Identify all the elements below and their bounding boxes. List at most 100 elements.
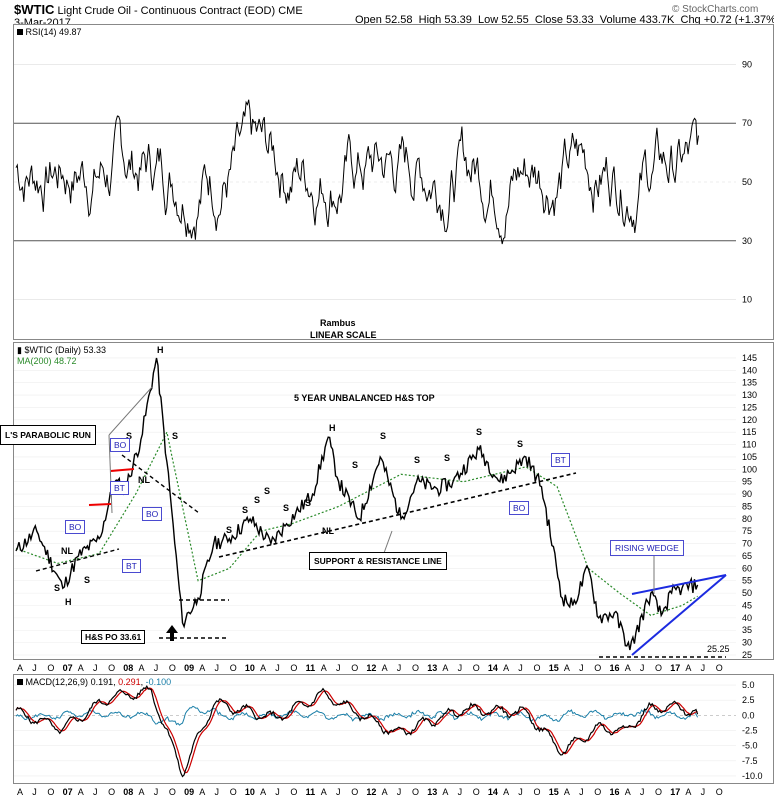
x-tick-label: J	[336, 663, 341, 673]
bo-box-1: BO	[65, 520, 86, 534]
x-tick-label: O	[412, 787, 419, 797]
price-tick-label: 50	[742, 588, 752, 598]
x-axis-upper: A J O 07 A J O 08 A J O 09 A J O 10 A J O 11 A J O 12 A J O 13 A J O 14…	[13, 661, 774, 674]
label-s-1: S	[54, 583, 60, 593]
x-tick-label: A	[382, 787, 388, 797]
macd-legend-marker-icon	[17, 679, 23, 685]
x-tick-label: J	[336, 787, 341, 797]
x-tick-label: O	[47, 663, 54, 673]
macd-tick-label: -2.5	[742, 726, 758, 736]
up-arrow-icon	[166, 625, 178, 641]
x-tick-label: J	[518, 663, 523, 673]
price-legend-text: $WTIC (Daily) 53.33	[24, 345, 106, 355]
x-tick-label: O	[351, 663, 358, 673]
low-value: 52.55	[501, 14, 529, 26]
x-tick-label: O	[47, 787, 54, 797]
x-tick-label: O	[534, 663, 541, 673]
bt-box-1: BT	[122, 559, 141, 573]
parabolic-pointer	[108, 386, 153, 436]
x-tick-label: A	[260, 663, 266, 673]
price-tick-label: 120	[742, 415, 757, 425]
label-s-5: S	[226, 525, 232, 535]
price-tick-label: 75	[742, 526, 752, 536]
label-nl-2: NL	[138, 475, 150, 485]
price-tick-label: 30	[742, 638, 752, 648]
x-tick-label: 13	[427, 787, 437, 797]
x-tick-label: 09	[184, 663, 194, 673]
x-tick-label: 14	[488, 787, 498, 797]
price-tick-label: 40	[742, 613, 752, 623]
price-tick-label: 70	[742, 539, 752, 549]
high-label: High	[418, 14, 442, 26]
x-tick-label: O	[169, 787, 176, 797]
price-tick-label: 80	[742, 514, 752, 524]
x-tick-label: J	[518, 787, 523, 797]
author-label: Rambus	[320, 318, 356, 328]
x-tick-label: J	[93, 787, 98, 797]
parabolic-pointer-2	[108, 434, 113, 514]
label-nl-3: NL	[322, 526, 334, 536]
support-resistance-line	[218, 472, 577, 558]
price-svg: 145 140 135 130 125 120 115 110 105 100 95 90 85 80 75…	[14, 345, 757, 659]
x-tick-label: 14	[488, 663, 498, 673]
label-s-15: S	[476, 427, 482, 437]
price-tick-label: 135	[742, 378, 757, 388]
x-tick-label: J	[701, 663, 706, 673]
x-tick-label: A	[199, 663, 205, 673]
macd-tick-label: 2.5	[742, 695, 755, 705]
x-tick-label: J	[93, 663, 98, 673]
ohlc-readout: Open 52.58 High 53.39 Low 52.55 Close 53…	[355, 14, 774, 27]
bo-box-2: BO	[110, 438, 131, 452]
price-tick-label: 85	[742, 501, 752, 511]
label-s-8: S	[264, 486, 270, 496]
price-tick-label: 140	[742, 365, 757, 375]
macd-tick-label: 0.0	[742, 710, 755, 720]
x-tick-label: A	[685, 663, 691, 673]
x-tick-label: A	[321, 663, 327, 673]
support-pointer	[383, 530, 393, 554]
x-tick-label: A	[260, 787, 266, 797]
x-tick-label: A	[17, 663, 23, 673]
macd-legend-name: MACD(12,26,9)	[25, 677, 89, 687]
x-tick-label: O	[230, 787, 237, 797]
macd-panel: 5.0 2.5 0.0 -2.5 -5.0 -7.5 -10.0 MACD(12,26,9)…	[13, 674, 774, 784]
price-line	[15, 357, 699, 651]
macd-histogram	[15, 705, 699, 726]
label-h-2011: H	[329, 423, 336, 433]
price-tick-label: 45	[742, 600, 752, 610]
x-tick-label: A	[139, 787, 145, 797]
x-tick-label: A	[685, 787, 691, 797]
x-tick-label: 12	[366, 787, 376, 797]
wedge-lower	[631, 574, 727, 656]
label-s-10: S	[305, 498, 311, 508]
x-tick-label: J	[154, 787, 159, 797]
macd-tick-label: -10.0	[742, 771, 763, 781]
price-tick-label: 65	[742, 551, 752, 561]
label-s-3: S	[126, 431, 132, 441]
price-tick-label: 90	[742, 489, 752, 499]
rsi-legend-marker-icon	[17, 29, 23, 35]
wedge-upper	[631, 574, 727, 595]
x-tick-label: A	[321, 787, 327, 797]
rsi-line	[15, 99, 699, 245]
x-tick-label: O	[594, 787, 601, 797]
rsi-legend-text: RSI(14) 49.87	[25, 27, 82, 37]
x-tick-label: O	[351, 787, 358, 797]
macd-line	[15, 685, 699, 778]
macd-value: 0.191	[90, 677, 114, 687]
x-tick-label: 07	[63, 787, 73, 797]
x-tick-label: O	[230, 663, 237, 673]
x-tick-label: 10	[245, 663, 255, 673]
x-tick-label: 11	[306, 663, 316, 673]
price-legend: ▮ $WTIC (Daily) 53.33	[17, 345, 106, 356]
chg-value: +0.72 (+1.37%)	[703, 14, 774, 26]
header-title: $WTIC Light Crude Oil - Continuous Contr…	[14, 3, 303, 18]
label-s-7: S	[254, 495, 260, 505]
label-s-11: S	[352, 460, 358, 470]
price-tick-label: 110	[742, 440, 756, 450]
x-tick-label: J	[215, 787, 220, 797]
level-label: 25.25	[707, 644, 730, 654]
open-value: 52.58	[384, 14, 413, 26]
label-s-9: S	[283, 503, 289, 513]
scale-note: LINEAR SCALE	[310, 330, 377, 340]
